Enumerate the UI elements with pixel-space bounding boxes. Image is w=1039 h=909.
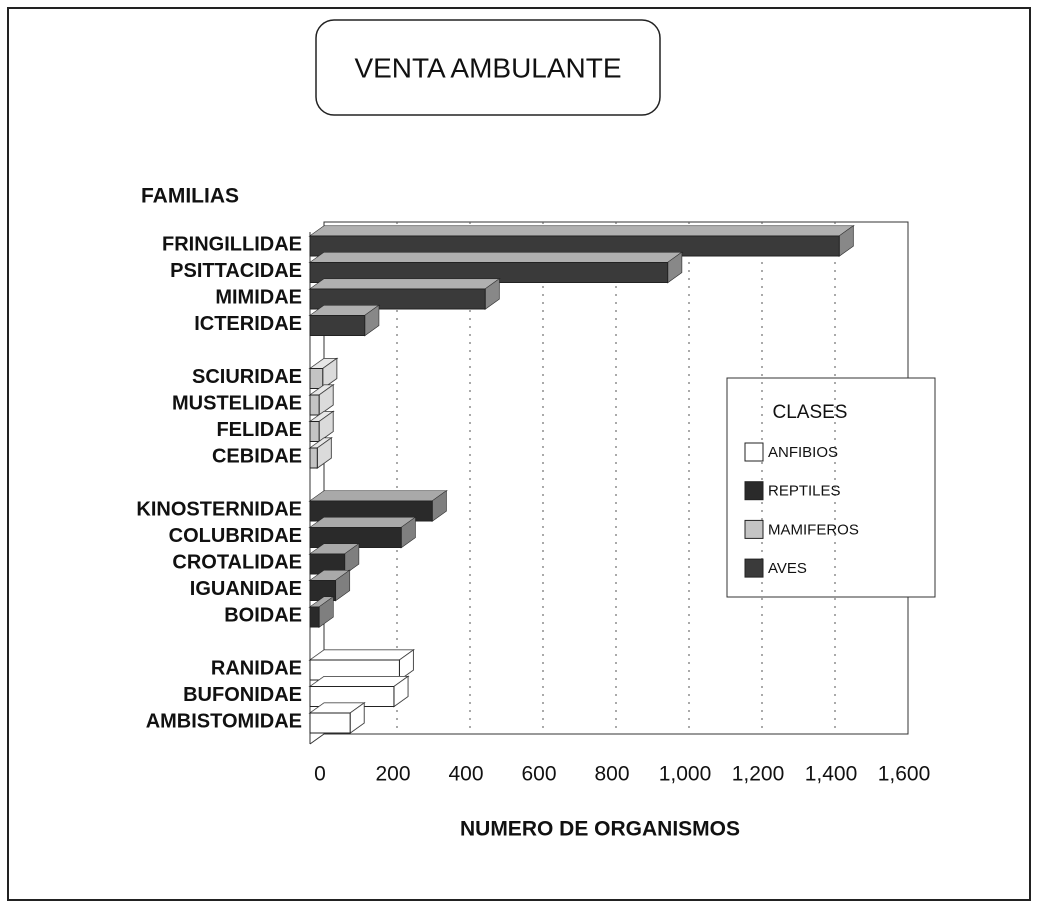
x-tick-label: 0 [314,763,326,786]
bar-top-shade [310,570,350,581]
legend-label: AVES [768,560,807,577]
bar [308,569,352,602]
y-axis-label: FAMILIAS [141,185,239,208]
bar [308,304,381,337]
x-tick-label: 1,200 [732,763,785,786]
bar-side-shade [432,491,447,521]
y-tick-label: MUSTELIDAE [172,392,302,414]
bar-top-shade [310,650,414,660]
bar-side-shade [401,517,416,548]
bar [308,384,335,416]
bar [308,357,339,390]
y-tick-label: FELIDAE [216,419,302,441]
bar-side-shade [485,279,500,309]
x-tick-label: 400 [448,763,483,786]
bar-side-shade [322,358,337,389]
bar-top-shade [310,517,416,528]
bar-top-shade [310,438,332,448]
bar-top-shade [310,305,379,316]
legend-label: REPTILES [768,483,841,500]
bar-top-shade [310,544,359,554]
y-tick-label: CROTALIDAE [172,551,302,573]
bar-top-shade [310,252,682,263]
bar-side-shade [319,411,334,442]
y-tick-label: BOIDAE [224,604,302,626]
y-tick-label: FRINGILLIDAE [162,233,302,255]
bar-side-shade [839,226,854,256]
y-tick-label: ICTERIDAE [194,313,302,335]
legend-swatch [744,519,764,539]
bar-front [309,288,486,310]
x-tick-label: 600 [521,763,556,786]
bar [308,490,448,522]
legend-label: MAMIFEROS [768,521,859,538]
bar-front [309,712,351,734]
bar [308,675,410,708]
y-tick-label: KINOSTERNIDAE [136,498,302,520]
bar [308,543,361,575]
floor-edge [309,733,325,745]
bar-side-shade [364,305,379,336]
legend-swatch [744,558,764,578]
legend-label: ANFIBIOS [768,444,838,461]
legend-title: CLASES [773,402,848,423]
chart-title: VENTA AMBULANTE [354,52,621,83]
bar-side-shade [344,544,359,574]
bar-side-shade [393,676,408,707]
bar [308,251,684,284]
bar-front [309,368,324,389]
y-tick-label: AMBISTOMIDAE [146,710,302,732]
bar-side-shade [317,438,332,468]
y-tick-label: RANIDAE [211,657,302,679]
legend-swatch [744,442,764,462]
bar-top-shade [310,358,337,369]
bar-front [309,394,320,416]
bar-top-shade [310,385,334,395]
bar [308,278,501,310]
y-tick-label: PSITTACIDAE [170,260,302,282]
x-tick-label: 1,400 [805,763,858,786]
x-tick-label: 1,600 [878,763,931,786]
bar-front [309,421,320,442]
bar-top-shade [310,703,365,713]
bar [308,225,855,257]
bar-side-shade [319,385,334,415]
bar-front [309,315,366,336]
x-tick-label: 1,000 [659,763,712,786]
y-tick-label: SCIURIDAE [192,366,302,388]
bar [308,516,417,549]
bar [308,410,335,443]
x-tick-label: 200 [375,763,410,786]
bar-top-shade [310,676,408,687]
bar-top-shade [310,411,334,422]
bar-side-shade [335,570,350,601]
y-tick-label: MIMIDAE [215,286,302,308]
bar [308,437,333,469]
y-tick-label: CEBIDAE [212,445,302,467]
bar-side-shade [319,597,334,627]
x-axis-label: NUMERO DE ORGANISMOS [460,818,740,841]
y-tick-label: IGUANIDAE [190,578,302,600]
title-box [315,19,661,116]
bar-side-shade [667,252,682,283]
bar-front [309,606,320,628]
bar-top-shade [310,597,334,607]
bar [308,702,366,734]
bar-side-shade [399,650,414,680]
bar-top-shade [310,226,854,236]
bar [308,649,415,681]
bar [308,596,335,628]
x-tick-label: 800 [594,763,629,786]
bar-top-shade [310,279,500,289]
legend-swatch [744,481,764,501]
bar-side-shade [350,703,365,733]
y-tick-label: BUFONIDAE [183,684,302,706]
bar-top-shade [310,491,447,501]
frame [7,7,1031,901]
y-tick-label: COLUBRIDAE [169,525,302,547]
bar-front [309,447,318,469]
